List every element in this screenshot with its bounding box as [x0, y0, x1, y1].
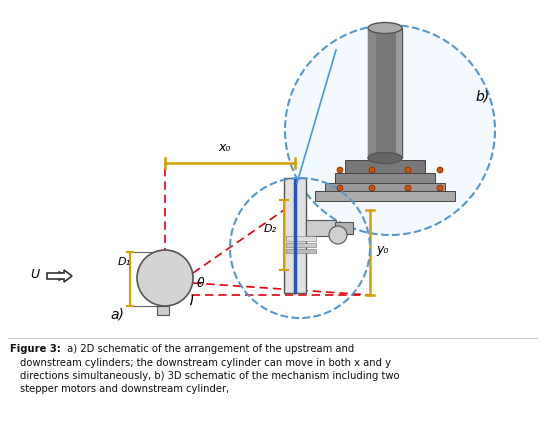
Text: y₀: y₀ — [376, 243, 389, 257]
Bar — [368, 28, 376, 158]
Text: directions simultaneously, b) 3D schematic of the mechanism including two: directions simultaneously, b) 3D schemat… — [20, 371, 399, 381]
Ellipse shape — [368, 22, 402, 33]
Bar — [157, 306, 169, 315]
Bar — [396, 28, 402, 158]
Text: downstream cylinders; the downstream cylinder can move in both x and y: downstream cylinders; the downstream cyl… — [20, 357, 391, 367]
Text: x₀: x₀ — [219, 141, 231, 154]
Bar — [325, 183, 445, 194]
Circle shape — [437, 185, 443, 191]
Circle shape — [437, 167, 443, 173]
FancyArrow shape — [47, 270, 72, 282]
Circle shape — [137, 250, 193, 306]
Circle shape — [369, 185, 375, 191]
Text: b): b) — [476, 89, 490, 103]
Circle shape — [405, 167, 411, 173]
Text: D₂: D₂ — [264, 224, 277, 234]
Circle shape — [369, 167, 375, 173]
Circle shape — [285, 25, 495, 235]
Bar — [130, 252, 165, 306]
Bar — [315, 191, 455, 201]
Text: a): a) — [110, 307, 124, 321]
Bar — [284, 178, 306, 293]
Bar — [368, 28, 402, 158]
Text: a) 2D schematic of the arrangement of the upstream and: a) 2D schematic of the arrangement of th… — [64, 344, 354, 354]
Bar — [335, 173, 435, 186]
Ellipse shape — [368, 153, 402, 164]
Bar — [306, 220, 336, 236]
Text: stepper motors and downstream cylinder,: stepper motors and downstream cylinder, — [20, 385, 229, 395]
Circle shape — [337, 185, 343, 191]
Bar — [286, 249, 316, 253]
Bar — [286, 243, 316, 247]
Text: θ: θ — [197, 277, 204, 290]
Bar — [286, 236, 316, 241]
Circle shape — [329, 226, 347, 244]
Circle shape — [405, 185, 411, 191]
Text: D₁: D₁ — [118, 257, 131, 267]
Text: U: U — [30, 268, 39, 281]
Text: Figure 3:: Figure 3: — [10, 344, 61, 354]
Bar — [345, 160, 425, 176]
Circle shape — [337, 167, 343, 173]
Bar — [335, 222, 353, 234]
